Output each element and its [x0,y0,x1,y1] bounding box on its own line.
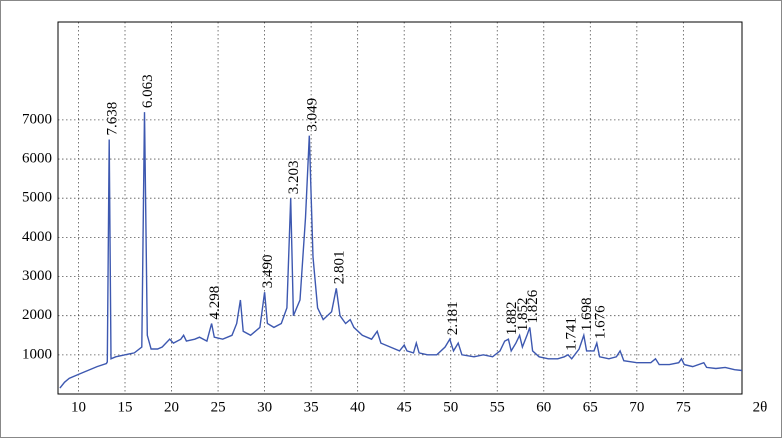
peak-label: 4.298 [207,286,223,320]
peak-label: 3.203 [286,160,302,194]
plot-area [57,21,743,395]
y-tick-label: 4000 [22,229,52,245]
x-tick-label: 60 [536,399,551,415]
peak-label: 1.676 [592,305,608,339]
peak-label: 6.063 [140,74,156,108]
y-tick-label: 1000 [22,346,52,362]
y-tick-label: 2000 [22,307,52,323]
y-tick-label: 5000 [22,190,52,206]
peak-label: 3.049 [305,98,321,132]
x-tick-label: 75 [676,399,691,415]
x-tick-label: 30 [257,399,272,415]
x-tick-label: 10 [71,399,86,415]
x-tick-label: 55 [490,399,505,415]
x-tick-label: 40 [350,399,365,415]
x-tick-label: 25 [211,399,226,415]
peak-label: 1.882 [504,301,520,335]
peak-label: 1.852 [515,298,531,332]
x-tick-label: 70 [629,399,644,415]
peak-label: 1.698 [579,298,595,332]
x-tick-label: 45 [397,399,412,415]
x-axis-label: 2θ [753,399,768,415]
data-line [59,112,743,389]
peak-label: 2.181 [445,301,461,335]
y-tick-label: 6000 [22,150,52,166]
y-tick-label: 3000 [22,268,52,284]
x-tick-label: 35 [304,399,319,415]
x-tick-label: 20 [164,399,179,415]
x-tick-label: 15 [118,399,133,415]
y-tick-label: 7000 [22,111,52,127]
peak-label: 1.741 [563,317,579,351]
peak-label: 3.490 [260,254,276,288]
peak-label: 2.801 [332,251,348,285]
x-tick-label: 65 [583,399,598,415]
peak-label: 1.826 [525,289,541,323]
peak-label: 7.638 [105,102,121,136]
x-tick-label: 50 [443,399,458,415]
